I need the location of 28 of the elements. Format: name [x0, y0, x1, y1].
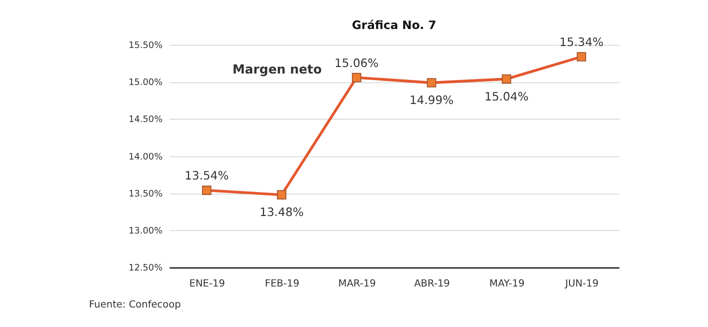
data-label: 14.99%: [410, 93, 454, 108]
y-tick-label: 15.00%: [128, 78, 163, 88]
x-tick-label: FEB-19: [264, 278, 300, 290]
x-tick-label: ENE-19: [189, 278, 225, 290]
x-tick-label: JUN-19: [564, 278, 599, 290]
data-label: 15.34%: [559, 35, 604, 50]
y-tick-label: 13.00%: [128, 226, 163, 237]
point: [502, 74, 512, 84]
y-tick-label: 15.50%: [128, 41, 163, 51]
x-tick-label: MAY-19: [489, 278, 525, 290]
data-label: 15.06%: [334, 56, 379, 70]
data-label: 13.48%: [260, 205, 304, 220]
point: [576, 52, 586, 62]
point: [276, 190, 286, 200]
data-label: 13.54%: [184, 168, 229, 183]
point: [426, 78, 436, 88]
y-tick-label: 14.00%: [128, 152, 163, 162]
y-tick-label: 13.50%: [128, 189, 163, 200]
x-tick-label: MAR-19: [338, 278, 376, 290]
data-label: 15.04%: [484, 89, 529, 104]
source-note: Fuente: Confecoop: [89, 300, 181, 311]
point: [202, 186, 212, 196]
x-tick-label: ABR-19: [414, 278, 450, 290]
chart-title: Gráfica No. 7: [352, 18, 436, 32]
y-tick-label: 12.50%: [128, 264, 163, 274]
annotation: Margen neto: [232, 61, 322, 76]
point: [352, 72, 362, 82]
y-tick-label: 14.50%: [128, 115, 163, 126]
